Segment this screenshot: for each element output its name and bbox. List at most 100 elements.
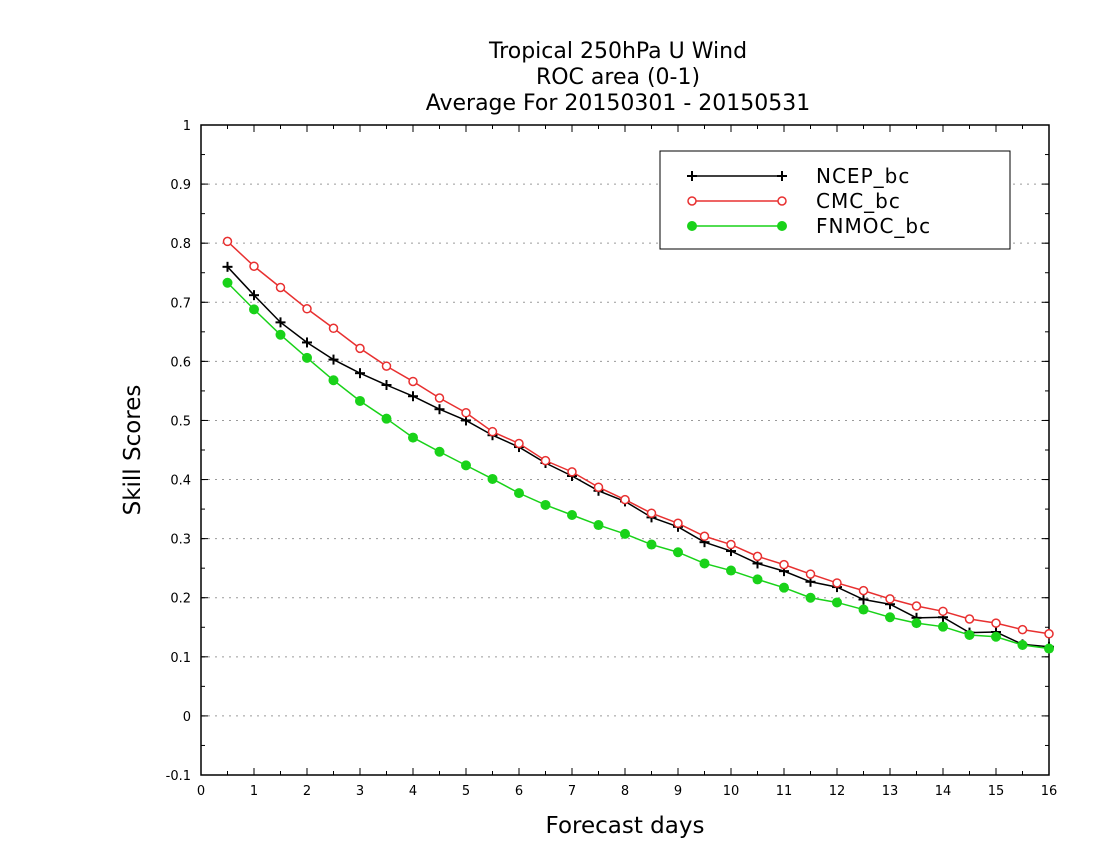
data-point: [408, 432, 418, 443]
data-point: [805, 592, 816, 603]
data-point: [673, 518, 683, 529]
x-tick-label: 14: [935, 784, 952, 799]
legend-marker: [687, 196, 697, 206]
title-line: Tropical 250hPa U Wind: [488, 39, 747, 64]
data-point: [222, 236, 233, 247]
data-point: [328, 323, 339, 334]
data-point: [567, 467, 577, 477]
data-point: [911, 601, 922, 611]
x-tick-label: 10: [723, 784, 740, 799]
data-point: [249, 261, 259, 271]
y-tick-label: 0.9: [170, 178, 191, 193]
data-point: [752, 574, 763, 585]
y-tick-label: 1: [183, 119, 191, 134]
data-point: [434, 404, 445, 415]
data-point: [434, 446, 445, 457]
y-tick-label: 0.5: [170, 414, 191, 429]
data-point: [779, 559, 789, 570]
data-point: [620, 494, 630, 505]
legend-marker: [687, 221, 697, 231]
data-point: [514, 488, 524, 499]
x-tick-label: 3: [356, 784, 364, 799]
series-cmc-bc: [222, 236, 1054, 639]
series-line: [226, 282, 1050, 650]
data-point: [1017, 624, 1028, 635]
data-point: [938, 606, 948, 617]
data-point: [408, 391, 418, 402]
data-point: [355, 343, 365, 354]
x-tick-label: 8: [621, 784, 629, 799]
data-point: [381, 413, 392, 424]
data-point: [699, 558, 710, 569]
data-point: [752, 551, 763, 562]
series-line: [226, 240, 1050, 635]
legend-label: NCEP_bc: [816, 164, 910, 188]
data-point: [302, 337, 312, 348]
data-point: [779, 582, 789, 593]
data-point: [1044, 629, 1054, 639]
x-tick-label: 0: [197, 784, 205, 799]
x-tick-label: 7: [568, 784, 576, 799]
series-line: [226, 266, 1050, 648]
legend-label: FNMOC_bc: [816, 214, 931, 238]
data-point: [858, 594, 869, 605]
legend-marker: [777, 196, 787, 206]
x-tick-label: 9: [674, 784, 682, 799]
data-point: [1044, 643, 1054, 654]
x-tick-label: 11: [776, 784, 793, 799]
data-point: [911, 618, 922, 629]
x-tick-label: 16: [1041, 784, 1058, 799]
series-fnmoc-bc: [222, 277, 1054, 654]
data-point: [275, 282, 286, 293]
data-point: [938, 621, 948, 632]
data-point: [408, 376, 418, 387]
data-point: [805, 569, 816, 579]
data-point: [355, 368, 365, 379]
data-point: [514, 438, 524, 449]
data-point: [567, 510, 577, 520]
data-point: [991, 618, 1001, 628]
legend-marker: [777, 171, 787, 181]
data-point: [964, 629, 975, 640]
data-point: [302, 352, 312, 363]
data-point: [726, 539, 736, 550]
x-tick-label: 2: [303, 784, 311, 799]
x-tick-label: 4: [409, 784, 417, 799]
data-point: [328, 354, 339, 365]
data-point: [249, 304, 259, 315]
y-axis-label: Skill Scores: [120, 385, 146, 516]
axis-ticks: -0.100.10.20.30.40.50.60.70.80.910 1 2 3 4 5 6…: [166, 119, 1058, 799]
data-point: [302, 304, 312, 314]
x-axis-label: Forecast days: [546, 813, 705, 839]
data-point: [461, 460, 471, 471]
data-point: [249, 290, 259, 301]
data-point: [434, 393, 445, 403]
data-point: [275, 329, 286, 340]
data-point: [328, 375, 339, 386]
data-point: [540, 499, 551, 510]
y-tick-label: 0.2: [170, 592, 191, 607]
title-line: Average For 20150301 - 20150531: [426, 91, 811, 116]
y-tick-label: 0.8: [170, 237, 191, 252]
data-point: [858, 585, 869, 596]
data-point: [885, 612, 895, 623]
x-tick-label: 15: [988, 784, 1005, 799]
y-tick-label: 0.6: [170, 355, 191, 370]
data-point: [964, 614, 975, 624]
y-tick-label: 0.3: [170, 533, 191, 548]
data-point: [275, 317, 286, 328]
x-tick-label: 5: [462, 784, 470, 799]
data-point: [858, 604, 869, 615]
legend-label: CMC_bc: [816, 189, 901, 213]
y-tick-label: 0.7: [170, 296, 191, 311]
data-point: [646, 539, 657, 550]
data-point: [355, 395, 365, 406]
legend-marker: [777, 221, 787, 231]
data-point: [646, 508, 657, 518]
data-point: [832, 578, 842, 588]
x-tick-label: 13: [882, 784, 899, 799]
y-tick-label: 0: [183, 710, 191, 725]
